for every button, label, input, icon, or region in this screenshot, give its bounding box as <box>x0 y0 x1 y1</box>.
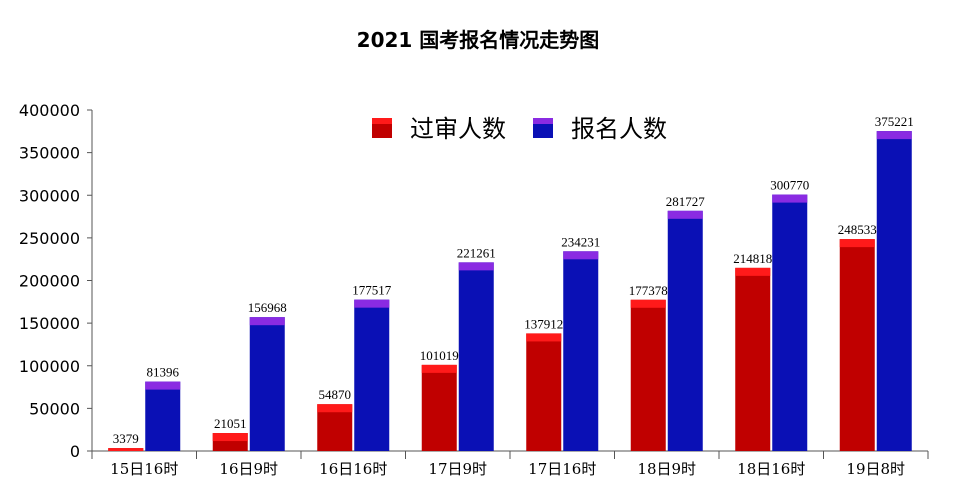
bar-series-2-cap <box>772 194 808 203</box>
bar-series-2-cap <box>876 131 912 140</box>
bar-series-2 <box>458 262 494 451</box>
bar-series-1-cap <box>317 404 353 413</box>
y-tick-label: 0 <box>70 442 80 461</box>
bar-series-1-cap <box>108 448 144 451</box>
data-label: 81396 <box>147 365 180 380</box>
bar-series-1-cap <box>212 433 248 442</box>
bar-series-2 <box>249 317 285 451</box>
data-label: 214818 <box>733 251 772 266</box>
y-tick-label: 100000 <box>19 357 80 376</box>
data-label: 177517 <box>352 283 392 298</box>
data-label: 3379 <box>113 431 139 446</box>
x-tick-label: 16日16时 <box>319 460 387 478</box>
x-tick-label: 18日9时 <box>637 460 696 478</box>
bar-series-1 <box>526 333 562 451</box>
bar-series-2-body <box>145 381 181 451</box>
y-tick-label: 150000 <box>19 314 80 333</box>
legend-swatch-cap <box>372 118 392 124</box>
bar-series-1 <box>630 299 666 451</box>
y-tick-label: 250000 <box>19 229 80 248</box>
legend-swatch-cap <box>533 118 553 124</box>
bar-series-1 <box>839 239 875 451</box>
bar-series-2-cap <box>563 251 599 260</box>
bar-series-2-body <box>354 299 390 451</box>
legend-item: 过审人数 <box>372 115 506 143</box>
y-tick-label: 50000 <box>29 399 80 418</box>
bar-series-1-cap <box>839 239 875 248</box>
bar-series-2 <box>145 381 181 451</box>
data-label: 54870 <box>319 387 352 402</box>
data-label: 234231 <box>561 234 600 249</box>
bar-series-2 <box>563 251 599 451</box>
bar-series-1-body <box>421 364 457 451</box>
data-label: 248533 <box>838 222 877 237</box>
data-labels: 3379 81396 21051 156968 54870 177517 101019 221… <box>113 114 914 446</box>
x-tick-label: 16日9时 <box>219 460 278 478</box>
legend-label: 报名人数 <box>571 115 667 143</box>
bar-series-1-cap <box>526 333 562 342</box>
data-label: 177378 <box>629 283 668 298</box>
bar-series-1-body <box>839 239 875 451</box>
bar-series-1 <box>108 448 144 451</box>
bar-series-1-body <box>526 333 562 451</box>
bar-series-2-body <box>667 210 703 451</box>
legend: 过审人数 报名人数 <box>372 115 667 143</box>
data-label: 300770 <box>770 178 809 193</box>
bar-series-1-cap <box>630 299 666 308</box>
legend-label: 过审人数 <box>410 115 506 143</box>
data-label: 375221 <box>875 114 914 129</box>
bar-series-2-cap <box>249 317 285 326</box>
bar-series-2-body <box>876 131 912 452</box>
x-tick-label: 19日8时 <box>846 460 905 478</box>
bar-series-1-cap <box>421 364 457 373</box>
x-tick-label: 15日16时 <box>110 460 178 478</box>
y-tick-label: 400000 <box>19 101 80 120</box>
bar-series-1 <box>421 364 457 451</box>
data-label: 137912 <box>524 316 563 331</box>
bar-series-2 <box>772 194 808 452</box>
data-label: 101019 <box>420 348 459 363</box>
data-label: 156968 <box>248 300 287 315</box>
chart-title: 2021 国考报名情况走势图 <box>356 28 600 52</box>
y-tick-label: 300000 <box>19 186 80 205</box>
bar-series-2-body <box>458 262 494 451</box>
data-label: 21051 <box>214 416 247 431</box>
bar-series-1-cap <box>735 267 771 276</box>
bar-series-2-cap <box>667 210 703 219</box>
bar-series-1-body <box>735 267 771 451</box>
x-tick-label: 18日16时 <box>737 460 805 478</box>
data-label: 221261 <box>457 245 496 260</box>
bar-series-2-cap <box>354 299 390 308</box>
bar-series-2-cap <box>458 262 494 271</box>
bar-series-2 <box>667 210 703 451</box>
data-label: 281727 <box>666 194 706 209</box>
y-tick-label: 350000 <box>19 144 80 163</box>
bar-series-2 <box>354 299 390 451</box>
bar-series-1-body <box>630 299 666 451</box>
bar-series-2-body <box>772 194 808 452</box>
bar-series-2-body <box>563 251 599 451</box>
bar-series-1 <box>317 404 353 451</box>
bar-series-2-cap <box>145 381 181 390</box>
bar-series-1 <box>735 267 771 451</box>
bars <box>108 131 912 452</box>
bar-series-2-body <box>249 317 285 451</box>
bar-series-1 <box>212 433 248 451</box>
x-tick-label: 17日16时 <box>528 460 596 478</box>
bar-series-2 <box>876 131 912 452</box>
y-tick-label: 200000 <box>19 272 80 291</box>
x-tick-label: 17日9时 <box>428 460 487 478</box>
legend-item: 报名人数 <box>533 115 667 143</box>
axes: 0 50000 100000 150000 200000 250000 300000 3500… <box>19 101 929 478</box>
